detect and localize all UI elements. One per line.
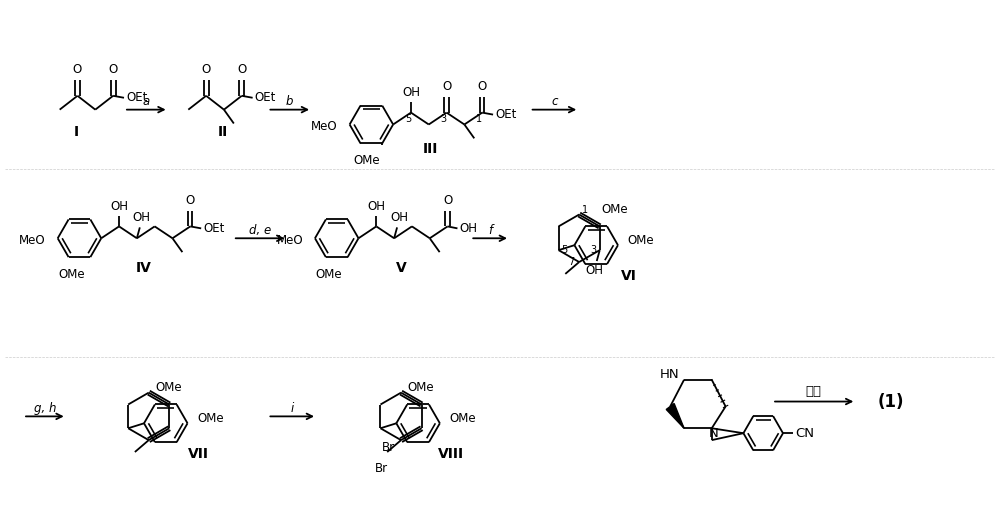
Text: b: b xyxy=(286,95,293,108)
Text: g, h: g, h xyxy=(34,402,56,415)
Text: OH: OH xyxy=(586,264,604,277)
Text: 5: 5 xyxy=(405,114,411,124)
Text: O: O xyxy=(108,63,118,76)
Text: OH: OH xyxy=(367,200,385,213)
Text: O: O xyxy=(478,80,487,93)
Text: II: II xyxy=(218,125,228,139)
Text: OH: OH xyxy=(390,211,408,224)
Text: III: III xyxy=(423,142,438,156)
Text: a: a xyxy=(143,95,150,108)
Text: MeO: MeO xyxy=(311,120,338,133)
Text: MeO: MeO xyxy=(19,234,46,247)
Text: V: V xyxy=(396,261,406,275)
Text: Br: Br xyxy=(382,440,395,454)
Text: Br: Br xyxy=(375,462,388,475)
Text: 3: 3 xyxy=(591,245,597,255)
Text: N: N xyxy=(709,427,719,440)
Text: OH: OH xyxy=(402,86,420,99)
Text: OMe: OMe xyxy=(58,268,85,281)
Text: O: O xyxy=(443,194,452,206)
Text: d, e: d, e xyxy=(249,224,271,237)
Text: 3: 3 xyxy=(441,114,447,124)
Text: OMe: OMe xyxy=(408,381,434,393)
Text: f: f xyxy=(488,224,492,237)
Text: 5: 5 xyxy=(561,245,568,255)
Text: O: O xyxy=(237,63,246,76)
Text: VIII: VIII xyxy=(437,447,464,461)
Text: HN: HN xyxy=(659,369,679,381)
Text: OMe: OMe xyxy=(601,203,628,215)
Text: i: i xyxy=(291,402,294,415)
Text: I: I xyxy=(74,125,79,139)
Text: MeO: MeO xyxy=(276,234,303,247)
Text: OEt: OEt xyxy=(495,108,516,121)
Text: VII: VII xyxy=(188,447,209,461)
Text: VI: VI xyxy=(621,269,637,283)
Text: OEt: OEt xyxy=(126,91,147,104)
Text: OMe: OMe xyxy=(197,412,224,425)
Text: OEt: OEt xyxy=(203,222,225,235)
Text: OMe: OMe xyxy=(155,381,182,393)
Text: CN: CN xyxy=(795,427,814,440)
Text: c: c xyxy=(551,95,558,108)
Text: OH: OH xyxy=(133,211,151,224)
Text: OH: OH xyxy=(459,222,477,235)
Text: OMe: OMe xyxy=(450,412,476,425)
Text: OMe: OMe xyxy=(316,268,342,281)
Text: O: O xyxy=(73,63,82,76)
Text: 1: 1 xyxy=(476,114,482,124)
Text: OMe: OMe xyxy=(353,154,380,167)
Text: O: O xyxy=(186,194,195,206)
Polygon shape xyxy=(666,403,684,428)
Text: 乙腼: 乙腼 xyxy=(806,385,822,398)
Text: OH: OH xyxy=(110,200,128,213)
Text: 7: 7 xyxy=(568,257,574,267)
Text: IV: IV xyxy=(136,261,152,275)
Text: 1: 1 xyxy=(582,204,588,214)
Text: O: O xyxy=(202,63,211,76)
Text: OMe: OMe xyxy=(628,234,654,247)
Text: OEt: OEt xyxy=(255,91,276,104)
Text: (1): (1) xyxy=(878,392,904,411)
Text: O: O xyxy=(442,80,451,93)
